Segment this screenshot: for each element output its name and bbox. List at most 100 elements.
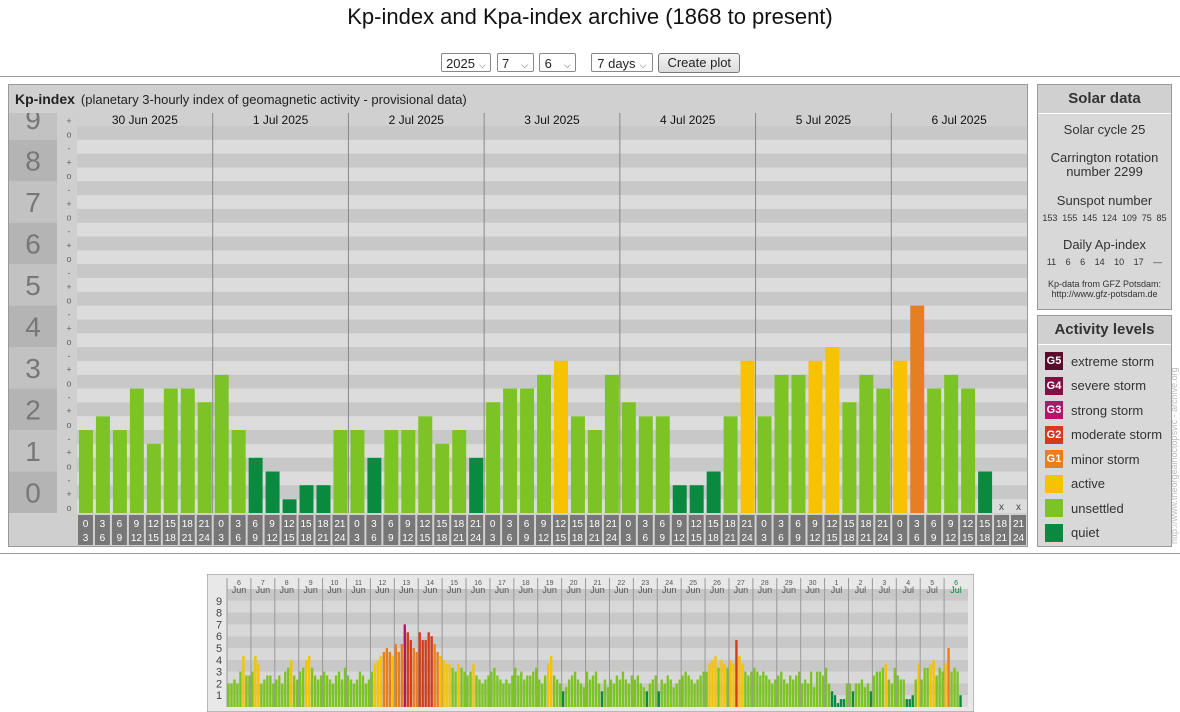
- kp-bar: [554, 360, 568, 513]
- hour-label-box: [434, 515, 450, 545]
- hour-label-start: 15: [436, 519, 448, 530]
- activity-level-row: unsettled: [1038, 496, 1171, 521]
- hour-label-box: [128, 515, 144, 545]
- kp-bar: [299, 485, 314, 513]
- kp-bar: [245, 675, 248, 707]
- kp-bar: [723, 416, 738, 513]
- hour-label-end: 6: [235, 533, 241, 544]
- kp-bar: [544, 675, 547, 707]
- kp-bar: [538, 679, 541, 707]
- kp-bar: [866, 683, 870, 707]
- kp-bar: [549, 655, 553, 707]
- activity-level-row: G5 extreme storm: [1038, 349, 1171, 374]
- hour-label-start: 0: [490, 519, 496, 530]
- kp-bar: [684, 671, 687, 707]
- day-select[interactable]: 6 ⌵: [539, 53, 577, 72]
- kp-bar: [146, 443, 161, 513]
- day-number: 18: [522, 580, 530, 587]
- hour-label-start: 12: [148, 519, 160, 530]
- hour-label-box: [349, 515, 365, 545]
- kp-bar: [555, 679, 559, 707]
- chevron-down-icon: ⌵: [479, 60, 486, 70]
- kp-bar: [917, 663, 920, 707]
- month-label: Jun: [710, 585, 725, 595]
- hour-label-start: 18: [182, 519, 194, 530]
- hour-label-box: [502, 515, 518, 545]
- hour-label-end: 24: [742, 533, 754, 544]
- day-number: 15: [450, 580, 458, 587]
- kp-bar: [257, 663, 260, 707]
- kp-bar: [627, 683, 631, 707]
- y-subtick-label: -: [68, 268, 71, 278]
- hour-label-end: 3: [218, 533, 224, 544]
- kp-bar: [705, 671, 708, 707]
- kp-bar: [717, 667, 720, 707]
- hour-label-end: 9: [388, 533, 394, 544]
- hour-label-end: 15: [148, 533, 160, 544]
- kp-bar: [343, 667, 347, 707]
- hour-label-box: [671, 515, 687, 545]
- year-select[interactable]: 2025 ⌵: [440, 53, 491, 72]
- grid-band: [227, 600, 968, 613]
- kp-bar: [950, 671, 953, 707]
- hour-label-box: [926, 515, 942, 545]
- kp-bar: [706, 471, 721, 513]
- kp-bar: [830, 691, 834, 707]
- hour-label-start: 3: [507, 519, 513, 530]
- kp-bar: [430, 636, 433, 707]
- month-label: Jun: [519, 585, 534, 595]
- kp-main-chart: 0o+-1o+-2o+-3o+-4o+-5o+-6o+-7o+-8o+-9o+-…: [9, 113, 1027, 546]
- kp-bar: [797, 671, 801, 707]
- kp-bar: [376, 659, 380, 707]
- y-subtick-label: o: [66, 171, 71, 181]
- kp-bar: [260, 683, 263, 707]
- sunspot-value: 145: [1082, 213, 1098, 223]
- kp-bar: [947, 648, 950, 707]
- hour-label-start: 6: [931, 519, 937, 530]
- kp-bar: [275, 679, 278, 707]
- month-label: Jun: [662, 585, 677, 595]
- kp-bar: [914, 679, 917, 707]
- kp-bar: [486, 402, 501, 513]
- kp-bar: [570, 675, 574, 707]
- kp-bar: [484, 679, 487, 707]
- plot-controls: 2025 ⌵ 7 ⌵ 6 ⌵ 7 days ⌵ Create plot: [0, 53, 1180, 73]
- kp-bar: [812, 687, 816, 707]
- kp-bar: [230, 683, 233, 707]
- kp-bar: [648, 683, 651, 707]
- create-plot-button[interactable]: Create plot: [658, 53, 741, 73]
- kp-bar: [239, 671, 242, 707]
- day-number: 19: [546, 580, 554, 587]
- carrington-line1: Carrington rotation: [1050, 150, 1159, 165]
- kp-bar: [112, 430, 127, 513]
- kp-bar: [394, 644, 398, 707]
- day-number: 16: [474, 580, 482, 587]
- kp-bar: [756, 671, 759, 707]
- kp-bar: [757, 416, 772, 513]
- kp-bar: [579, 683, 583, 707]
- kp-bar: [651, 679, 654, 707]
- kp-bar: [370, 671, 374, 707]
- hour-label-end: 9: [252, 533, 258, 544]
- kp-bar: [750, 671, 753, 707]
- month-label: Jun: [758, 585, 773, 595]
- range-select[interactable]: 7 days ⌵: [590, 53, 653, 72]
- hour-label-box: [1011, 515, 1026, 545]
- kp-bar: [415, 651, 418, 707]
- kp-bar: [923, 667, 926, 707]
- range-value: 7 days: [597, 56, 636, 71]
- day-number: 22: [618, 580, 626, 587]
- activity-level-row: G1 minor storm: [1038, 447, 1171, 472]
- ap-value: 6: [1080, 257, 1086, 267]
- kp-bar: [639, 683, 643, 707]
- kp-bar: [944, 374, 959, 513]
- kp-bar: [672, 485, 687, 513]
- kp-bar: [129, 388, 144, 513]
- kp-bar: [517, 675, 520, 707]
- day-number: 27: [737, 580, 745, 587]
- month-select[interactable]: 7 ⌵: [496, 53, 534, 72]
- hour-label-start: 3: [643, 519, 649, 530]
- kp-bar: [714, 655, 717, 707]
- y-tick-label: 5: [25, 270, 41, 301]
- kp-overview-chart: 1234567896Jun7Jun8Jun9Jun10Jun11Jun12Jun…: [207, 574, 974, 712]
